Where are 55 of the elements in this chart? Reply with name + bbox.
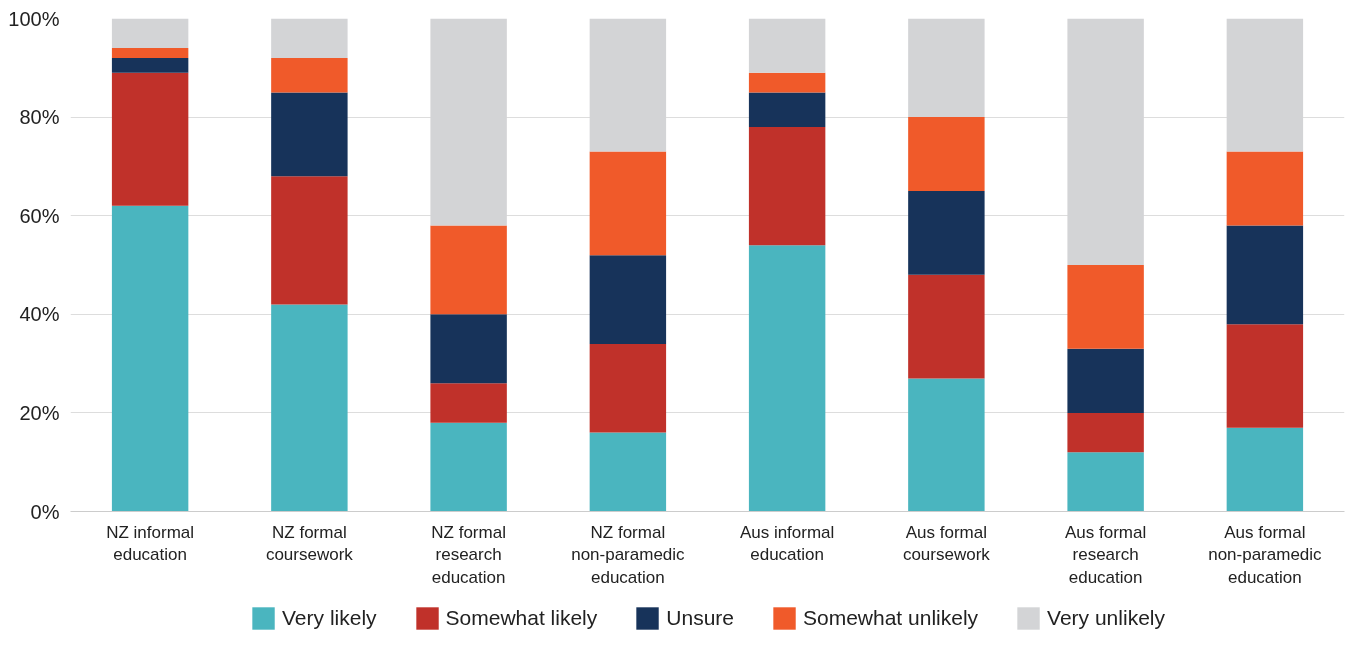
bar [1067,412,1144,453]
bar [908,117,985,192]
y-tick-label: 0% [30,500,60,523]
legend-label: Somewhat unlikely [802,605,979,630]
legend-label: Unsure [666,605,734,630]
bar [589,343,667,433]
x-tick-label: Aus formal research education [1065,522,1147,588]
bar [1067,348,1144,413]
x-tick-label: NZ formal coursework [265,522,354,565]
bar [271,92,348,177]
x-tick-label: NZ informal education [106,522,195,565]
y-tick-label: 80% [19,106,60,129]
bar [589,432,667,512]
bar [1226,427,1304,512]
bar [271,57,348,93]
bar [908,18,985,118]
bar [111,57,189,73]
bar [908,274,985,379]
legend-label: Somewhat likely [445,605,598,630]
bar [908,378,985,512]
bar [111,18,189,49]
legend-label: Very unlikely [1047,605,1165,630]
y-tick-label: 60% [19,204,60,227]
x-tick-label: Aus informal education [739,522,835,565]
bar [430,383,507,423]
bar [748,245,826,512]
bar [271,176,348,305]
bar [111,48,189,58]
bar [1226,225,1304,325]
bar [748,72,826,93]
legend-label: Very likely [282,605,377,630]
bar [271,18,348,58]
bar [589,151,667,256]
bar [1067,452,1144,512]
x-tick-label: NZ formal research education [431,522,506,588]
bar [430,314,507,384]
bar [1226,324,1304,428]
x-tick-label: NZ formal non-paramedic education [571,522,686,588]
bar [271,304,348,512]
bar [589,255,667,344]
bar [430,422,507,512]
bar [1226,151,1304,226]
x-tick-label: Aus formal coursework [902,522,991,565]
bar [430,225,507,315]
y-tick-label: 100% [8,7,60,30]
bar [908,191,985,275]
bar [111,205,189,512]
bar [748,92,826,127]
y-tick-label: 20% [19,401,60,424]
bar [1067,265,1144,349]
y-tick-label: 40% [19,303,60,326]
bar [748,126,826,246]
bar [111,72,189,206]
x-tick-label: Aus formal non-paramedic education [1208,522,1323,588]
bar [748,18,826,73]
